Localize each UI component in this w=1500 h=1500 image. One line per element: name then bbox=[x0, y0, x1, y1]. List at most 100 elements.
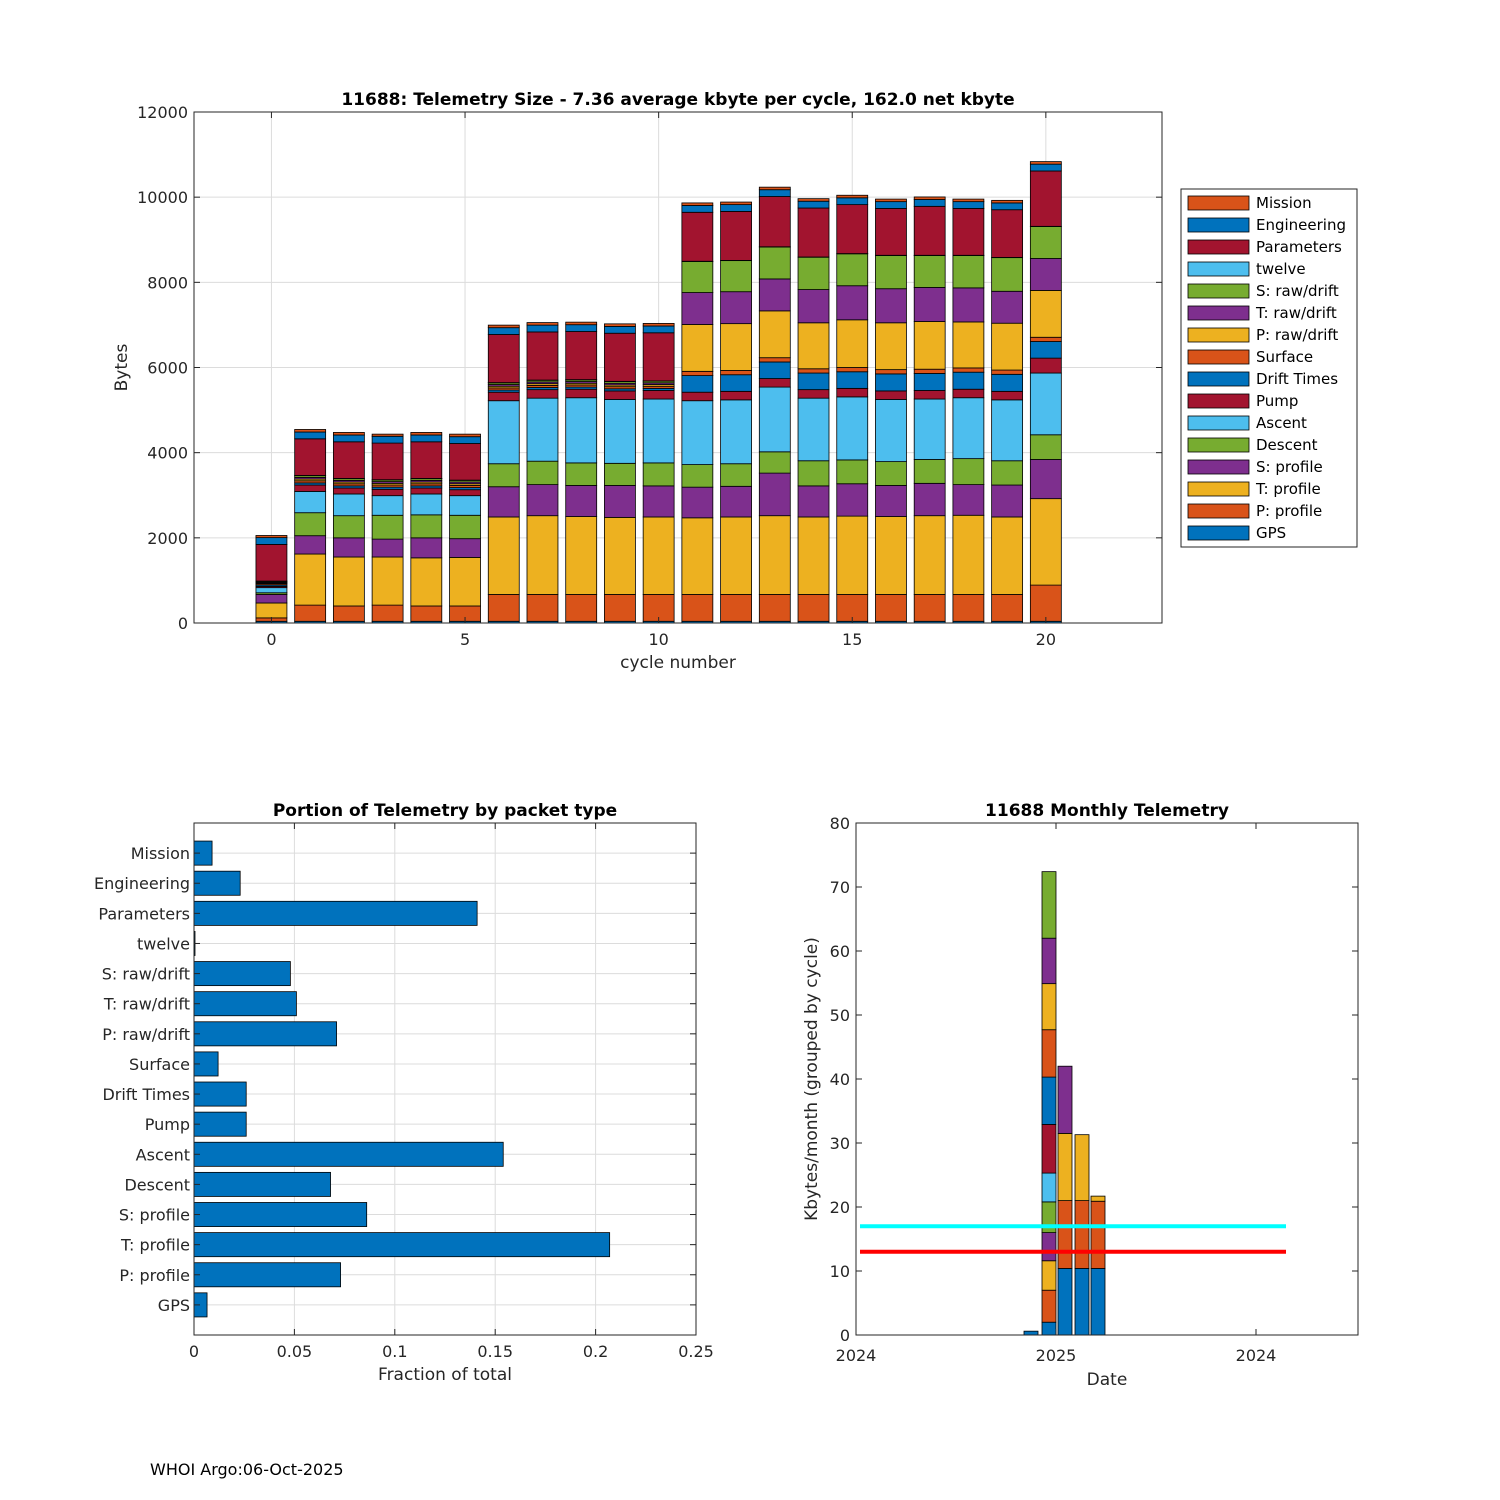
c1-bar-segment bbox=[720, 485, 752, 518]
c1-bar-segment bbox=[681, 211, 714, 262]
c1-bar-segment bbox=[875, 369, 907, 375]
c1-legend-swatch bbox=[1187, 393, 1250, 409]
c2-xtick-label: 0.2 bbox=[583, 1342, 608, 1361]
c1-bar-segment bbox=[913, 196, 946, 200]
c1-bar-segment bbox=[797, 322, 830, 370]
c1-bar-segment bbox=[913, 459, 946, 484]
c1-bar-segment bbox=[991, 202, 1024, 211]
c1-bar-segment bbox=[913, 482, 946, 517]
c2-category-label: S: raw/drift bbox=[102, 965, 190, 984]
c1-bar-segment bbox=[332, 493, 365, 517]
c1-legend-swatch bbox=[1187, 239, 1250, 255]
c3-ytick-label: 70 bbox=[830, 878, 850, 897]
c1-bar-segment bbox=[758, 189, 791, 197]
c1-bar-segment bbox=[720, 211, 752, 261]
c1-bar-segment bbox=[991, 369, 1024, 375]
c1-bar-segment bbox=[642, 325, 675, 334]
c1-bar-segment bbox=[487, 391, 520, 402]
c1-bar-segment bbox=[952, 388, 985, 399]
c1-legend-swatch bbox=[1187, 349, 1250, 365]
c3-ytick-label: 40 bbox=[830, 1070, 850, 1089]
c1-bar-segment bbox=[758, 361, 791, 379]
c1-bar-segment bbox=[758, 472, 791, 517]
footer-credit: WHOI Argo:06-Oct-2025 bbox=[150, 1460, 344, 1479]
c1-bar-segment bbox=[410, 537, 443, 559]
c1-xtick-label: 5 bbox=[460, 630, 470, 649]
c1-bar-segment bbox=[565, 397, 598, 464]
c1-bar-segment bbox=[604, 332, 636, 382]
c1-bar-segment bbox=[371, 433, 404, 437]
c1-bar-segment bbox=[294, 438, 327, 476]
c1-bar-segment bbox=[875, 461, 907, 486]
c1-bar-segment bbox=[332, 434, 365, 443]
c1-bar-segment bbox=[371, 538, 404, 558]
c1-xtick-label: 15 bbox=[842, 630, 862, 649]
c1-bar-segment bbox=[797, 485, 830, 518]
c1-legend-swatch bbox=[1187, 371, 1250, 387]
c1-bar-segment bbox=[1029, 226, 1062, 259]
c1-ytick-label: 6000 bbox=[147, 359, 188, 378]
c2-bar bbox=[193, 1021, 337, 1047]
c3-bar-segment bbox=[1041, 1172, 1057, 1203]
c1-bar-segment bbox=[758, 386, 791, 453]
c2-category-label: GPS bbox=[158, 1296, 190, 1315]
c2-bar bbox=[193, 900, 478, 926]
c1-bar-segment bbox=[1029, 498, 1062, 586]
c3-bar-segment bbox=[1057, 1200, 1073, 1269]
c1-bar-segment bbox=[1029, 372, 1062, 436]
c3-bar-segment bbox=[1041, 1232, 1057, 1262]
c1-bar-segment bbox=[991, 399, 1024, 462]
c1-bar-segment bbox=[449, 436, 481, 444]
c1-bar-segment bbox=[797, 372, 830, 391]
c1-bar-segment bbox=[991, 199, 1024, 204]
c1-bar-segment bbox=[913, 398, 946, 460]
c2-category-label: Ascent bbox=[136, 1145, 190, 1164]
c3-bar-segment bbox=[1041, 937, 1057, 985]
c3-ytick-label: 50 bbox=[830, 1006, 850, 1025]
c3-bar-segment bbox=[1090, 1195, 1106, 1202]
c1-bar-segment bbox=[720, 260, 752, 293]
c1-xtick-label: 20 bbox=[1036, 630, 1056, 649]
c1-legend-label: Ascent bbox=[1256, 414, 1307, 432]
c1-bar-segment bbox=[836, 194, 869, 199]
c1-legend-swatch bbox=[1187, 327, 1250, 343]
c2-bar bbox=[193, 961, 291, 987]
c1-legend-swatch bbox=[1187, 459, 1250, 475]
c1-ytick-label: 10000 bbox=[137, 188, 188, 207]
c1-bar-segment bbox=[758, 594, 791, 622]
c1-bar-segment bbox=[449, 495, 481, 516]
c1-bar-segment bbox=[797, 200, 830, 209]
c3-bar-segment bbox=[1041, 1124, 1057, 1174]
c1-bar-segment bbox=[797, 516, 830, 595]
c1-bar-segment bbox=[875, 594, 907, 622]
c1-bar-segment bbox=[952, 198, 985, 203]
c1-bar-segment bbox=[565, 321, 598, 326]
c1-legend-label: S: profile bbox=[1256, 458, 1323, 476]
c1-bar-segment bbox=[449, 538, 481, 558]
c1-bar-segment bbox=[410, 432, 443, 436]
c1-bar-segment bbox=[952, 371, 985, 390]
c1-bar-segment bbox=[720, 291, 752, 325]
c1-bar-segment bbox=[604, 390, 636, 400]
c1-bar-segment bbox=[991, 390, 1024, 401]
c1-bar-segment bbox=[294, 553, 327, 606]
c3-bar-segment bbox=[1041, 871, 1057, 939]
c1-legend-swatch bbox=[1187, 283, 1250, 299]
c2-xtick-label: 0.15 bbox=[477, 1342, 513, 1361]
c3-bar-segment bbox=[1057, 1065, 1073, 1134]
c1-bar-segment bbox=[836, 367, 869, 373]
c1-bar-segment bbox=[913, 255, 946, 288]
c1-bar-segment bbox=[681, 292, 714, 325]
c1-bar-segment bbox=[836, 459, 869, 485]
c1-ytick-label: 8000 bbox=[147, 273, 188, 292]
c1-legend-swatch bbox=[1187, 217, 1250, 233]
c2-title: Portion of Telemetry by packet type bbox=[273, 801, 617, 821]
c1-bar-segment bbox=[875, 288, 907, 324]
c1-bar-segment bbox=[720, 390, 752, 401]
c1-bar-segment bbox=[797, 256, 830, 290]
c1-bar-segment bbox=[797, 594, 830, 622]
c1-xtick-label: 0 bbox=[266, 630, 276, 649]
c1-legend-label: GPS bbox=[1256, 524, 1286, 542]
c1-bar-segment bbox=[836, 515, 869, 595]
